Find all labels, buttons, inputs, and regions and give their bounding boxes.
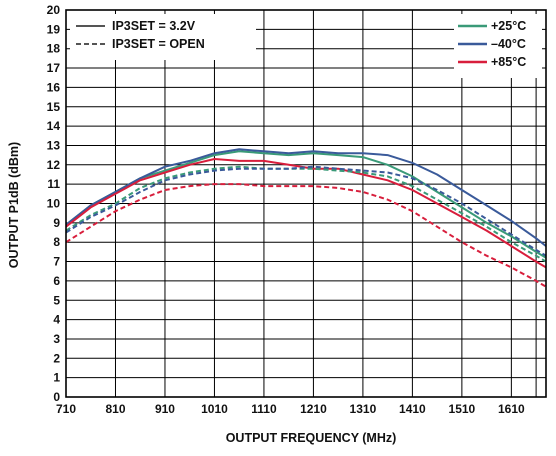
x-tick-label: 1310 bbox=[350, 402, 377, 416]
x-tick-label: 1210 bbox=[300, 402, 327, 416]
y-tick-label: 8 bbox=[53, 235, 60, 249]
y-tick-label: 18 bbox=[47, 42, 61, 56]
y-tick-label: 12 bbox=[47, 158, 61, 172]
grid bbox=[65, 9, 546, 398]
y-tick-label: 15 bbox=[47, 100, 61, 114]
legend-label: +25°C bbox=[491, 19, 526, 33]
y-tick-label: 17 bbox=[47, 61, 61, 75]
y-tick-label: 7 bbox=[53, 255, 60, 269]
series-line bbox=[65, 183, 547, 288]
legend-label: IP3SET = OPEN bbox=[112, 37, 205, 51]
plot-frame bbox=[65, 9, 547, 398]
legend-left: IP3SET = 3.2V IP3SET = OPEN bbox=[70, 14, 256, 60]
y-tick-label: 20 bbox=[47, 3, 61, 17]
legend-right: +25°C –40°C +85°C bbox=[454, 14, 542, 78]
x-tick-label: 810 bbox=[105, 402, 125, 416]
y-tick-label: 3 bbox=[53, 332, 60, 346]
legend-right-bg bbox=[454, 14, 542, 78]
x-axis-label: OUTPUT FREQUENCY (MHz) bbox=[226, 431, 397, 445]
y-tick-label: 6 bbox=[53, 274, 60, 288]
y-tick-label: 2 bbox=[53, 351, 60, 365]
legend-label: +85°C bbox=[491, 55, 526, 69]
y-tick-label: 5 bbox=[53, 293, 60, 307]
series-line bbox=[65, 158, 547, 269]
series-line bbox=[65, 148, 547, 247]
series-layer bbox=[65, 148, 547, 288]
y-tick-label: 13 bbox=[47, 138, 61, 152]
x-tick-label: 1510 bbox=[449, 402, 476, 416]
y-tick-label: 0 bbox=[53, 390, 60, 404]
y-tick-label: 19 bbox=[47, 22, 61, 36]
x-tick-label: 1610 bbox=[498, 402, 525, 416]
y-tick-label: 9 bbox=[53, 216, 60, 230]
y-axis-label: OUTPUT P1dB (dBm) bbox=[7, 142, 21, 268]
x-tick-label: 1010 bbox=[201, 402, 228, 416]
x-axis-ticks: 710 810 910 1010 1110 1210 1310 1410 1510 1610 bbox=[56, 402, 525, 416]
series-line bbox=[65, 165, 547, 257]
x-tick-label: 910 bbox=[155, 402, 175, 416]
y-tick-label: 16 bbox=[47, 80, 61, 94]
y-tick-label: 10 bbox=[47, 197, 61, 211]
x-tick-label: 1410 bbox=[399, 402, 426, 416]
legend-left-bg bbox=[70, 14, 256, 60]
x-tick-label: 1110 bbox=[251, 402, 277, 416]
legend-label: IP3SET = 3.2V bbox=[112, 19, 196, 33]
y-tick-label: 1 bbox=[53, 371, 60, 385]
y-tick-label: 11 bbox=[47, 177, 60, 191]
legend-label: –40°C bbox=[491, 37, 526, 51]
y-tick-label: 14 bbox=[47, 119, 61, 133]
series-line bbox=[65, 150, 547, 259]
y-tick-label: 4 bbox=[53, 313, 60, 327]
x-tick-label: 710 bbox=[56, 402, 76, 416]
